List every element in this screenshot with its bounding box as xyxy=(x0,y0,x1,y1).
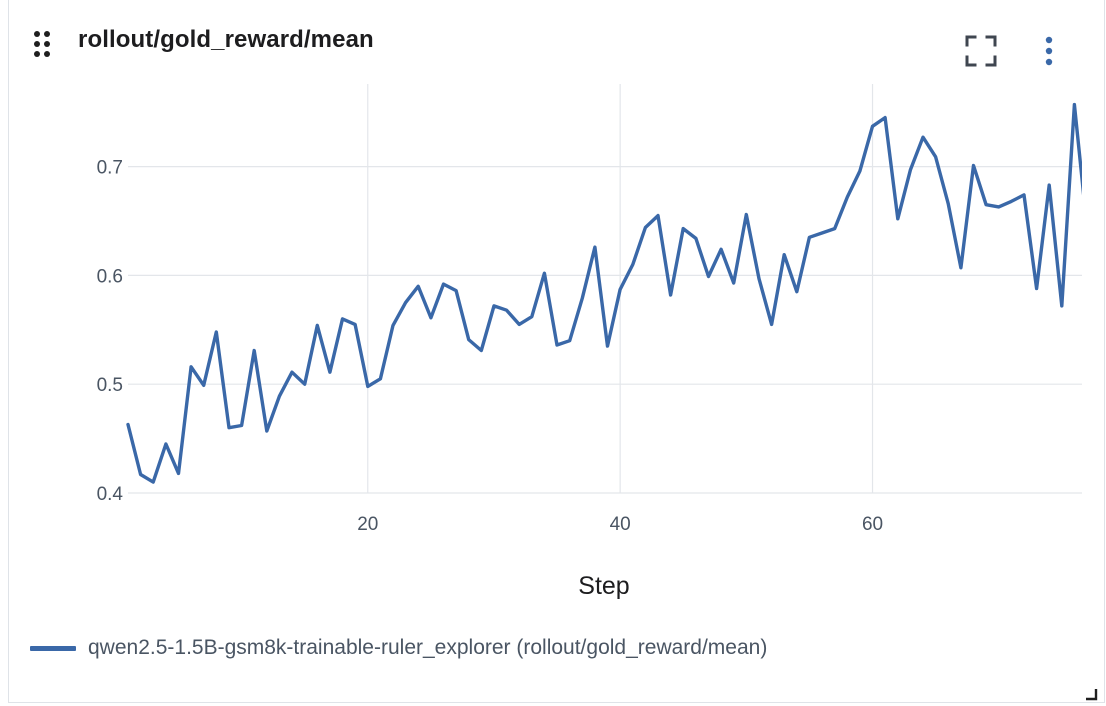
y-tick-label: 0.7 xyxy=(97,158,123,179)
x-tick-label: 20 xyxy=(357,514,378,535)
x-tick-label: 60 xyxy=(862,514,883,535)
fullscreen-button[interactable] xyxy=(964,34,998,68)
resize-corner-icon xyxy=(1086,689,1098,701)
legend-swatch xyxy=(30,645,76,651)
x-tick-label: 40 xyxy=(610,514,631,535)
y-tick-label: 0.6 xyxy=(97,266,123,287)
x-axis-title: Step xyxy=(578,572,629,600)
more-vertical-icon xyxy=(1045,36,1053,66)
resize-handle[interactable] xyxy=(1085,688,1098,701)
legend-label: qwen2.5-1.5B-gsm8k-trainable-ruler_explo… xyxy=(88,636,768,659)
chart-series xyxy=(126,102,1082,484)
chart-grid xyxy=(128,84,1082,494)
legend-item[interactable]: qwen2.5-1.5B-gsm8k-trainable-ruler_explo… xyxy=(30,633,767,663)
series-line xyxy=(126,102,1082,484)
more-options-button[interactable] xyxy=(1036,34,1062,70)
y-tick-label: 0.4 xyxy=(97,484,124,505)
drag-handle-icon[interactable] xyxy=(34,31,56,61)
y-tick-label: 0.5 xyxy=(97,375,123,396)
chart-panel xyxy=(8,0,1105,703)
panel-title: rollout/gold_reward/mean xyxy=(78,26,374,53)
chart-ticks: 0.4 0.5 0.6 0.7 20 40 60 xyxy=(97,158,884,535)
fullscreen-icon xyxy=(965,35,997,67)
